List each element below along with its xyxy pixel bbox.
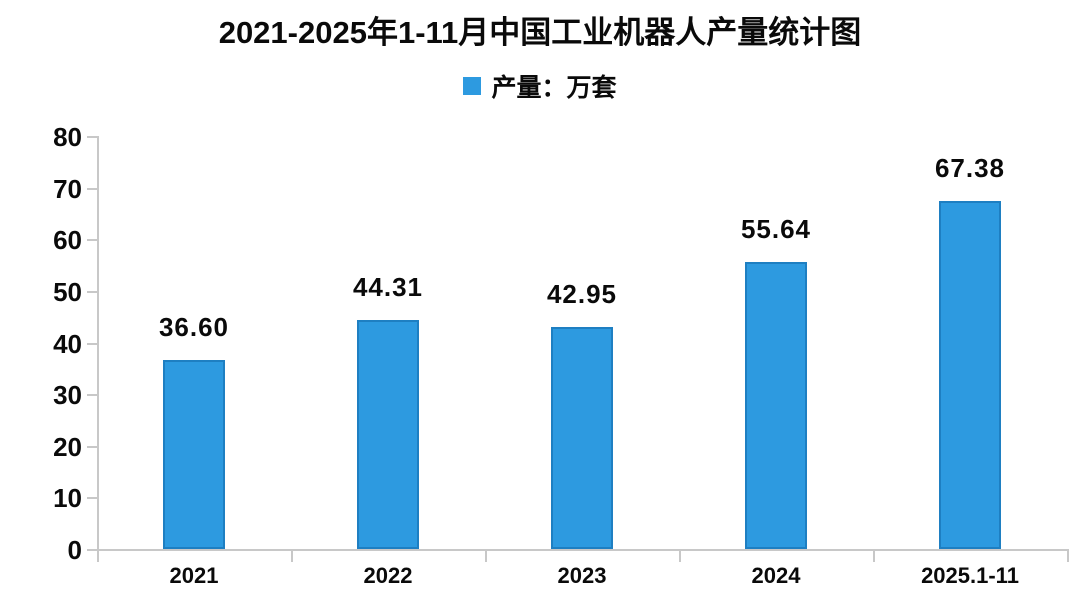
bar-value-label: 44.31 bbox=[352, 272, 424, 303]
x-axis-tick bbox=[679, 551, 681, 562]
x-axis-tick bbox=[485, 551, 487, 562]
x-axis-category-label: 2022 bbox=[363, 563, 413, 588]
x-axis-tick bbox=[291, 551, 293, 562]
bar-2022 bbox=[357, 320, 419, 549]
y-axis-tick bbox=[87, 497, 97, 500]
x-axis-line bbox=[97, 549, 1069, 551]
bar-2021 bbox=[163, 360, 225, 549]
x-axis-tick bbox=[873, 551, 875, 562]
bar-2023 bbox=[551, 327, 613, 549]
bar-value-label: 55.64 bbox=[740, 213, 812, 244]
y-axis-tick bbox=[87, 394, 97, 397]
legend-label: 产量：万套 bbox=[491, 74, 617, 102]
y-axis-tick-label: 40 bbox=[53, 328, 82, 359]
bar-2024 bbox=[745, 261, 807, 549]
y-axis-tick bbox=[87, 549, 97, 551]
y-axis-tick-label: 60 bbox=[53, 225, 82, 256]
y-axis-tick bbox=[87, 290, 97, 293]
chart-title: 2021-2025年1-11月中国工业机器人产量统计图 bbox=[218, 15, 862, 50]
bar-value-label: 36.60 bbox=[158, 312, 230, 343]
bar-value-label: 67.38 bbox=[934, 153, 1006, 184]
y-axis-tick-label: 70 bbox=[53, 173, 82, 204]
x-axis-category-label: 2024 bbox=[751, 563, 801, 588]
bar-2025.1-11 bbox=[939, 201, 1001, 549]
legend-swatch-icon bbox=[463, 77, 482, 95]
y-axis-line bbox=[97, 136, 99, 549]
bar-value-label: 42.95 bbox=[546, 279, 618, 310]
y-axis-tick-label: 80 bbox=[53, 122, 82, 152]
x-axis-category-label: 2023 bbox=[557, 563, 607, 588]
y-axis-tick bbox=[87, 239, 97, 242]
y-axis-tick bbox=[87, 445, 97, 448]
y-axis-tick bbox=[87, 187, 97, 190]
x-axis-tick bbox=[97, 551, 99, 562]
x-axis-category-label: 2021 bbox=[169, 563, 219, 588]
y-axis-tick-label: 50 bbox=[53, 276, 82, 307]
y-axis-tick bbox=[87, 342, 97, 345]
y-axis-tick-label: 0 bbox=[67, 535, 82, 565]
y-axis-tick-label: 10 bbox=[53, 483, 82, 514]
x-axis-category-label: 2025.1-11 bbox=[921, 563, 1019, 588]
x-axis-tick bbox=[1067, 551, 1069, 562]
y-axis-tick bbox=[87, 136, 97, 138]
y-axis-tick-label: 30 bbox=[53, 380, 82, 411]
y-axis-tick-label: 20 bbox=[53, 431, 82, 462]
chart-legend: 产量：万套 bbox=[0, 68, 1080, 104]
